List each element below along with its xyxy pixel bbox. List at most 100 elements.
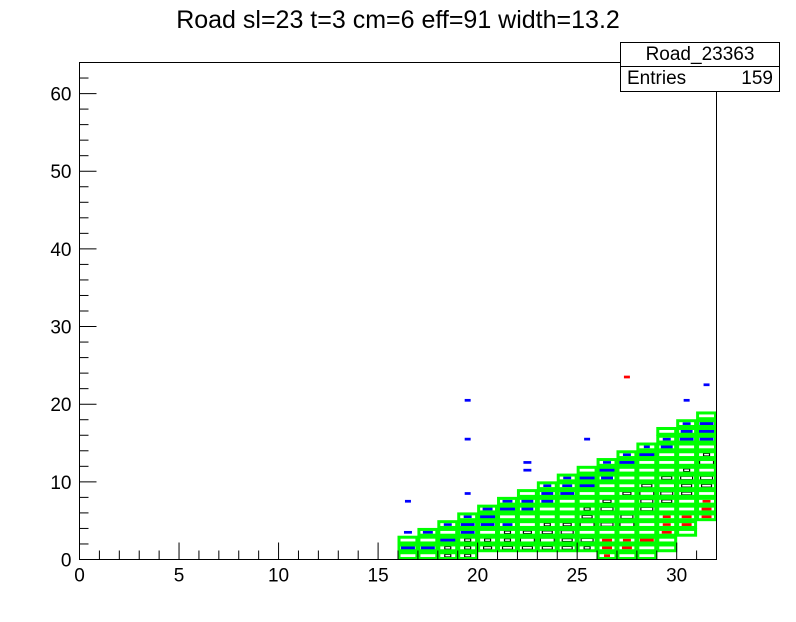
road-box-cell: [457, 527, 479, 537]
road-box-cell: [656, 520, 678, 529]
road-box-cell: [616, 543, 638, 553]
road-box-cell: [596, 473, 618, 483]
blue-cell: [599, 467, 615, 473]
road-box-cell: [696, 465, 717, 475]
road-box-cell: [616, 458, 638, 467]
x-tick-label: 25: [567, 566, 588, 587]
black-cell: [640, 498, 654, 504]
road-box-cell: [616, 551, 638, 560]
red-cell: [604, 554, 611, 557]
road-box-cell: [616, 481, 638, 491]
blue-cell: [662, 437, 671, 441]
road-box-cell: [437, 551, 459, 560]
black-cell: [503, 538, 512, 543]
blue-cell: [680, 429, 693, 434]
x-tick-label: 5: [174, 566, 185, 587]
road-box-cell: [516, 527, 538, 537]
blue-cell: [499, 506, 516, 512]
road-box-cell: [616, 496, 638, 506]
road-box-cell: [497, 520, 518, 529]
blue-cell: [443, 523, 452, 526]
black-cell: [661, 475, 673, 481]
blue-cell: [521, 507, 534, 511]
stats-entries-row: Entries 159: [621, 67, 779, 91]
road-box-cell: [676, 426, 698, 436]
road-box-cell: [556, 520, 578, 529]
red-cell: [622, 538, 631, 542]
blue-cell: [479, 514, 496, 520]
road-box-cell: [596, 481, 618, 491]
road-box-cell: [596, 527, 618, 537]
road-box-cell: [576, 481, 598, 491]
road-box-cell: [556, 512, 578, 522]
road-box-cell: [457, 535, 479, 545]
road-box-cell: [437, 527, 459, 537]
blue-cell: [601, 476, 613, 480]
road-box-cell: [477, 512, 499, 522]
road-box-cell: [696, 426, 717, 436]
black-cell: [702, 452, 711, 457]
road-box-cell: [616, 527, 638, 537]
black-cell: [583, 507, 591, 511]
road-box-cell: [576, 473, 598, 483]
y-tick-label: 50: [50, 162, 71, 183]
road-box-cell: [696, 489, 717, 498]
road-box-cell: [417, 543, 439, 553]
road-box-cell: [576, 496, 598, 506]
stats-name: Road_23363: [621, 43, 779, 67]
black-cell: [483, 538, 492, 543]
road-box-cell: [596, 535, 618, 545]
road-box-cell: [676, 419, 698, 428]
road-box-cell: [596, 504, 618, 514]
blue-cell: [699, 421, 714, 426]
x-tick-label: 15: [368, 566, 389, 587]
black-cell: [660, 491, 674, 496]
road-box-cell: [676, 458, 698, 467]
black-cell: [641, 483, 653, 488]
road-box-cell: [636, 489, 658, 498]
blue-cell: [439, 537, 456, 543]
black-cell: [580, 537, 594, 543]
road-box-cell: [556, 489, 578, 498]
road-box-cell: [576, 504, 598, 514]
road-box-cell: [536, 496, 558, 506]
black-cell: [583, 545, 591, 550]
blue-cell: [543, 484, 552, 488]
blue-cell: [660, 445, 673, 449]
road-box-cell: [497, 512, 518, 522]
road-box-cell: [536, 512, 558, 522]
road-box-cell: [636, 496, 658, 506]
blue-cell: [622, 453, 631, 457]
road-box-cell: [636, 465, 658, 475]
road-box-cell: [636, 551, 658, 560]
road-box-cell: [497, 527, 518, 537]
black-cell: [444, 545, 452, 550]
road-box-cell: [536, 489, 558, 498]
blue-cell: [464, 437, 471, 441]
red-cell: [662, 523, 671, 526]
road-box-cell: [596, 465, 618, 475]
red-cell: [661, 530, 672, 534]
blue-cell: [703, 383, 710, 387]
blue-cell: [584, 437, 591, 441]
stats-entries-label: Entries: [627, 68, 687, 89]
road-box-cell: [696, 411, 717, 421]
stats-box: Road_23363 Entries 159: [620, 42, 780, 92]
road-box-cell: [676, 512, 698, 522]
road-box-cell: [696, 504, 717, 514]
road-box-cell: [576, 512, 598, 522]
y-tick-label: 30: [50, 318, 71, 339]
road-box-cell: [477, 520, 499, 529]
red-cell: [702, 499, 711, 503]
black-cell: [560, 529, 574, 535]
black-cell: [602, 499, 612, 504]
black-cell: [600, 522, 614, 527]
blue-cell: [521, 499, 534, 504]
road-box-cell: [656, 489, 678, 498]
road-box-cell: [616, 520, 638, 529]
road-box-cell: [596, 551, 618, 560]
road-box-cell: [556, 543, 578, 553]
blue-cell: [460, 530, 475, 535]
stats-entries-value: 159: [741, 68, 773, 89]
road-box-cell: [556, 496, 578, 506]
